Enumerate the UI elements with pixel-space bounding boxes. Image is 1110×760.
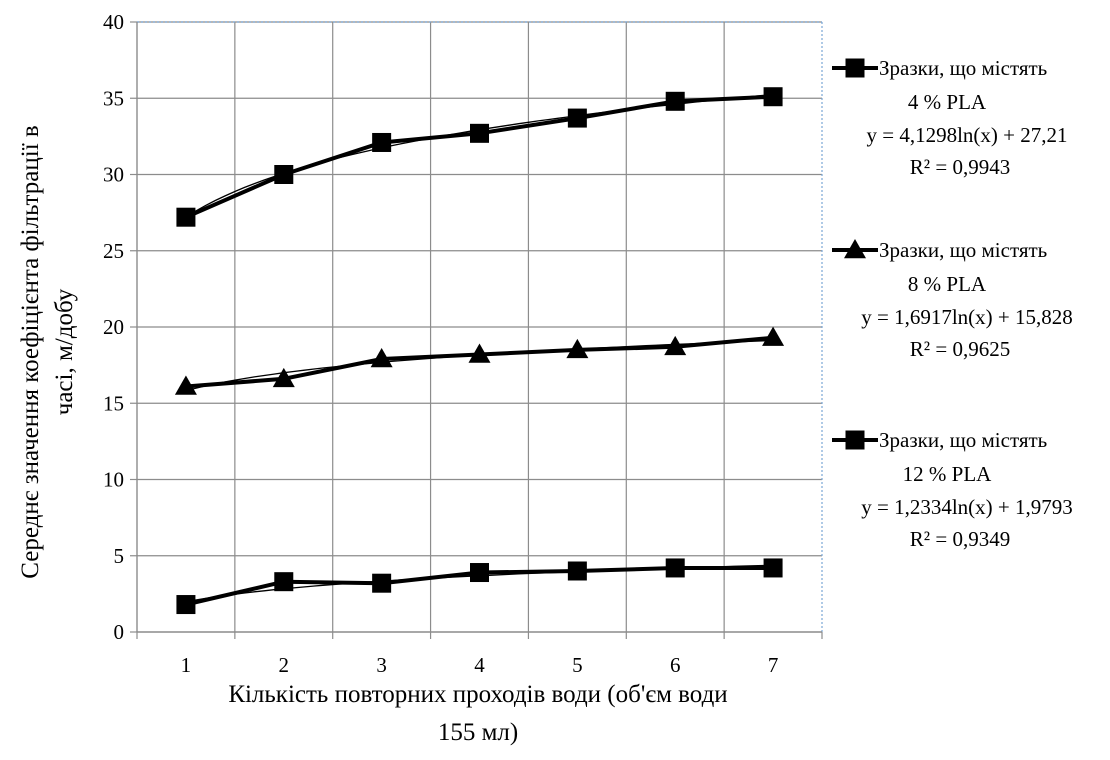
data-point (274, 572, 294, 592)
legend-label-line1: Зразки, що містять (879, 238, 1047, 262)
series-2 (174, 326, 785, 395)
axes (130, 21, 823, 639)
series-line (185, 94, 774, 220)
legend-label-line1: Зразки, що містять (879, 56, 1047, 80)
trendline (185, 93, 774, 218)
data-point (566, 338, 589, 359)
legend-label-line2: 12 % PLA (903, 462, 993, 486)
y-tick-label: 5 (114, 544, 125, 568)
y-tick-labels: 0 5 10 15 20 25 30 35 40 (103, 10, 124, 644)
grid (137, 21, 822, 632)
data-point (763, 87, 783, 107)
data-point (665, 558, 685, 578)
x-tick-label: 5 (572, 653, 583, 677)
y-tick-label: 10 (103, 468, 124, 492)
data-point (272, 367, 295, 388)
y-tick-label: 15 (103, 391, 124, 415)
y-tick-label: 0 (114, 620, 125, 644)
legend-marker (845, 58, 865, 78)
legend-label-line2: 4 % PLA (908, 90, 987, 114)
legend-entry-1: Зразки, що містять 4 % PLA y = 4,1298ln(x)… (832, 56, 1068, 179)
trend-r-squared: R² = 0,9349 (910, 527, 1010, 551)
legend-marker (845, 430, 865, 450)
y-axis-title-line2: часі, м/добу (51, 288, 78, 415)
series-layer (174, 87, 785, 615)
x-axis-title-line1: Кількість повторних проходів води (об'єм… (228, 681, 727, 708)
data-point (274, 165, 294, 184)
y-tick-label: 20 (103, 315, 124, 339)
data-point (372, 132, 392, 152)
data-point (762, 326, 785, 346)
y-axis-title-line1: Середнє значення коефіцієнта фільтрації … (17, 125, 44, 578)
data-point (470, 123, 489, 143)
y-tick-label: 25 (103, 239, 124, 263)
legend: Зразки, що містять 4 % PLA y = 4,1298ln(x)… (832, 56, 1073, 551)
series-1 (176, 87, 783, 227)
legend-entry-3: Зразки, що містять 12 % PLA y = 1,2334ln(x… (832, 428, 1073, 551)
x-tick-label: 3 (376, 653, 387, 677)
data-point (567, 108, 587, 128)
trend-r-squared: R² = 0,9625 (910, 337, 1010, 361)
data-point (176, 595, 196, 615)
y-tick-label: 35 (103, 86, 124, 110)
data-point (176, 207, 196, 227)
trend-r-squared: R² = 0,9943 (910, 155, 1010, 179)
legend-label-line1: Зразки, що містять (879, 428, 1047, 452)
legend-entry-2: Зразки, що містять 8 % PLA y = 1,6917ln(x)… (832, 238, 1073, 361)
trend-equation: y = 1,6917ln(x) + 15,828 (861, 305, 1073, 329)
data-point (174, 375, 197, 395)
data-point (567, 561, 587, 581)
x-tick-label: 2 (279, 653, 290, 677)
data-point (470, 563, 489, 583)
x-tick-label: 6 (670, 653, 681, 677)
legend-marker (844, 239, 866, 259)
series-3 (176, 558, 783, 615)
y-tick-label: 40 (103, 10, 124, 34)
data-point (665, 91, 685, 111)
trend-equation: y = 1,2334ln(x) + 1,9793 (861, 495, 1073, 519)
x-tick-label: 1 (181, 653, 192, 677)
legend-label-line2: 8 % PLA (908, 272, 987, 296)
data-point (370, 348, 393, 368)
trend-equation: y = 4,1298ln(x) + 27,21 (866, 123, 1067, 147)
x-axis-title-line2: 155 мл) (438, 719, 518, 746)
data-point (372, 573, 392, 593)
data-point (664, 335, 687, 356)
x-tick-labels: 1 2 3 4 5 6 7 (181, 653, 779, 677)
x-tick-label: 7 (768, 653, 779, 677)
data-point (468, 343, 491, 363)
plot-area (137, 21, 823, 632)
data-point (763, 558, 783, 578)
x-tick-label: 4 (474, 653, 485, 677)
y-tick-label: 30 (103, 163, 124, 187)
